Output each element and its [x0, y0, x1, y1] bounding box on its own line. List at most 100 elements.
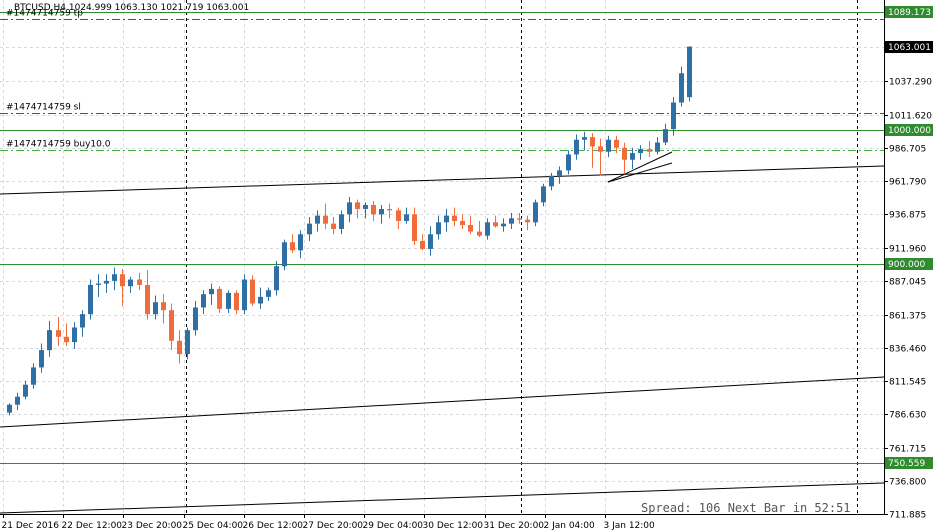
period-separators	[186, 0, 858, 514]
time-tick-label: 30 Dec 12:00	[423, 521, 484, 531]
candle-body	[477, 231, 482, 236]
candle-body	[72, 327, 77, 343]
candle-body	[687, 46, 692, 98]
price-level-tag-label: 750.559	[888, 459, 925, 469]
price-tick-label: 911.960	[889, 245, 926, 255]
order-line-label: #1474714759 tp	[6, 9, 83, 19]
candle-body	[396, 210, 401, 221]
candle-body	[331, 223, 336, 229]
time-tick-label: 21 Dec 2016	[2, 521, 60, 531]
candle-body	[209, 288, 214, 295]
time-tick-label: 22 Dec 12:00	[62, 521, 123, 531]
candle-body	[47, 330, 52, 351]
trendline[interactable]	[607, 151, 673, 183]
candle-body	[104, 280, 109, 284]
candle-body	[566, 154, 571, 171]
candle-body	[7, 404, 12, 413]
symbol-info: BTCUSD,H4 1024.999 1063.130 1021.719 106…	[14, 3, 249, 13]
price-level-tag	[885, 457, 933, 469]
candle-body	[428, 234, 433, 249]
candle-body	[412, 214, 417, 241]
time-tick-label: 3 Jan 12:00	[604, 521, 656, 531]
candle-body	[120, 274, 125, 287]
time-axis[interactable]: 21 Dec 2016 22 Dec 12:00 23 Dec 20:00 25 De…	[2, 514, 656, 531]
candle-body	[347, 202, 352, 215]
candle-body	[452, 215, 457, 221]
trendline[interactable]	[0, 376, 885, 428]
grid	[0, 0, 884, 515]
time-tick-label: 27 Dec 20:00	[303, 521, 364, 531]
candle-body	[145, 284, 150, 315]
trendline[interactable]	[607, 162, 673, 183]
candle-body	[282, 242, 287, 267]
price-axis[interactable]: 711.885 736.800 761.715 786.630 811.545 836.4…	[884, 6, 933, 521]
price-level-tag	[885, 6, 933, 18]
spread-status: Spread: 106 Next Bar in 52:51	[641, 501, 851, 515]
candle-body	[647, 149, 652, 152]
time-tick-label: 25 Dec 04:00	[183, 521, 244, 531]
order-line-label: #1474714759 sl	[6, 103, 81, 113]
candle-body	[363, 205, 368, 209]
candle-body	[533, 202, 538, 223]
candle-body	[23, 384, 28, 397]
candle-body	[387, 208, 392, 211]
candle-body	[663, 129, 668, 143]
candle-body	[193, 307, 198, 331]
candle-body	[541, 186, 546, 203]
candle-body	[185, 330, 190, 355]
candle-body	[622, 147, 627, 160]
price-level-tag-label: 1000.000	[888, 126, 931, 136]
price-tick-label: 936.875	[889, 211, 926, 221]
candle-body	[485, 222, 490, 236]
candle-body	[574, 139, 579, 155]
candle-body	[468, 224, 473, 232]
candle-body	[517, 218, 522, 220]
candle-body	[525, 219, 530, 223]
candle-body	[242, 279, 247, 311]
candle-body	[598, 146, 603, 152]
time-tick-label: 31 Dec 20:00	[484, 521, 545, 531]
candle-body	[420, 240, 425, 249]
time-tick-label: 26 Dec 12:00	[243, 521, 304, 531]
price-tick-label: 836.460	[889, 345, 926, 355]
candle-body	[31, 367, 36, 385]
candle-body	[153, 302, 158, 315]
candle-body	[169, 310, 174, 341]
candle-body	[177, 340, 182, 355]
candle-body	[298, 234, 303, 251]
candle-body	[509, 218, 514, 224]
price-tick-label: 811.545	[889, 378, 926, 388]
candle-body	[307, 223, 312, 235]
candle-body	[371, 205, 376, 215]
candle-body	[460, 220, 465, 225]
order-line-label: #1474714759 buy10.0	[6, 140, 111, 150]
candle-body	[137, 279, 142, 285]
trendlines[interactable]	[0, 151, 885, 514]
candle-body	[315, 215, 320, 224]
trendline[interactable]	[0, 165, 885, 195]
candle-body	[379, 208, 384, 215]
candle-body	[606, 139, 611, 152]
candle-body	[614, 139, 619, 148]
candle-body	[493, 222, 498, 227]
candle-body	[201, 294, 206, 308]
candle-body	[590, 137, 595, 147]
price-level-tag-label: 1063.001	[888, 43, 931, 53]
candle-body	[290, 242, 295, 251]
time-tick-label: 2 Jan 04:00	[544, 521, 596, 531]
candle-body	[80, 314, 85, 328]
order-lines[interactable]: #1474714759 tp #1474714759 sl #1474714759 …	[0, 9, 884, 151]
price-tick-label: 1037.290	[889, 78, 932, 88]
candle-body	[266, 290, 271, 297]
price-level-tag	[885, 258, 933, 270]
horizontal-levels[interactable]	[0, 12, 884, 464]
price-level-tag	[885, 124, 933, 136]
candle-body	[88, 284, 93, 315]
candle-body	[339, 214, 344, 229]
trendline[interactable]	[0, 482, 885, 514]
candle-body	[39, 350, 44, 368]
candle-body	[501, 223, 506, 227]
price-tick-label: 736.800	[889, 478, 926, 488]
